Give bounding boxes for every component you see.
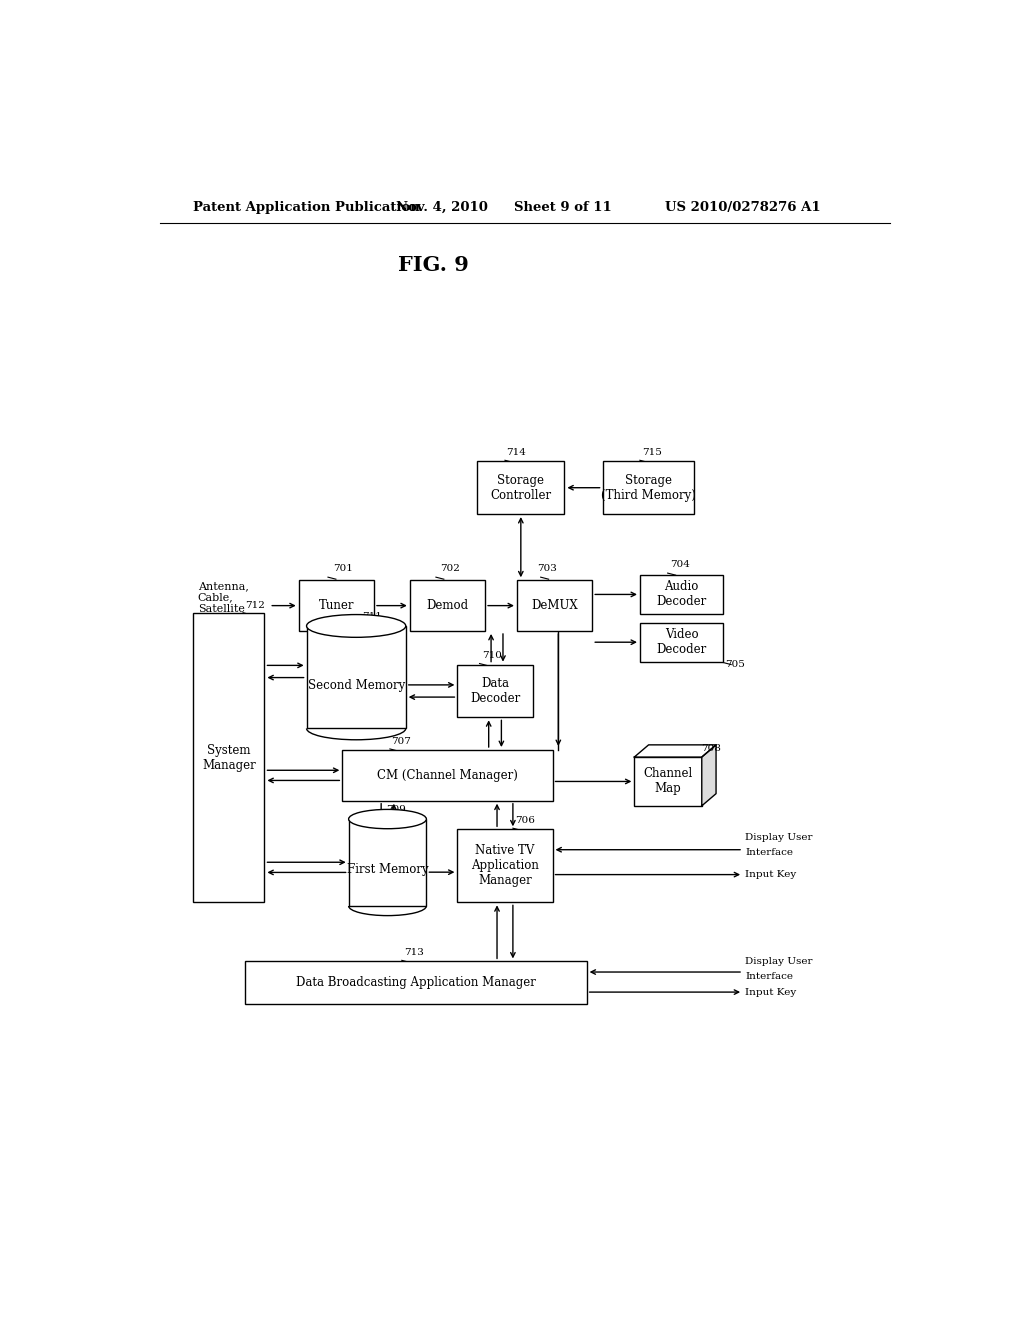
Text: 707: 707 [391,737,412,746]
Text: Data Broadcasting Application Manager: Data Broadcasting Application Manager [296,977,536,989]
Bar [634,758,701,805]
Text: Antenna,
Cable,
Satellite: Antenna, Cable, Satellite [198,581,249,614]
Bar [458,829,553,903]
Text: Interface: Interface [745,972,794,981]
Text: System
Manager: System Manager [202,743,256,772]
Text: Patent Application Publication: Patent Application Publication [194,201,420,214]
Text: First Memory: First Memory [347,863,428,875]
Bar [640,576,723,614]
Text: US 2010/0278276 A1: US 2010/0278276 A1 [666,201,821,214]
Text: Display User: Display User [745,957,813,966]
Text: Demod: Demod [426,599,469,612]
Text: 715: 715 [642,449,663,457]
Text: DeMUX: DeMUX [531,599,578,612]
Polygon shape [701,744,716,805]
Text: 706: 706 [515,816,536,825]
Bar [342,750,553,801]
Text: Sheet 9 of 11: Sheet 9 of 11 [514,201,611,214]
Polygon shape [634,744,716,758]
Text: Video
Decoder: Video Decoder [656,628,707,656]
Text: 704: 704 [670,560,690,569]
Text: 702: 702 [440,564,460,573]
Bar [640,623,723,661]
Text: Audio
Decoder: Audio Decoder [656,581,707,609]
Text: 703: 703 [538,564,557,573]
Text: Native TV
Application
Manager: Native TV Application Manager [471,845,539,887]
Bar [246,961,587,1005]
Text: Nov. 4, 2010: Nov. 4, 2010 [395,201,487,214]
Text: 714: 714 [507,449,526,457]
Text: 712: 712 [246,601,265,610]
Bar [477,461,564,515]
Text: 708: 708 [701,744,721,752]
Bar [517,581,592,631]
Bar [602,461,694,515]
Text: Second Memory: Second Memory [307,678,404,692]
Text: 701: 701 [333,564,352,573]
Text: Input Key: Input Key [745,870,797,879]
Text: Data
Decoder: Data Decoder [470,677,520,705]
Bar [194,612,264,903]
Text: CM (Channel Manager): CM (Channel Manager) [377,768,518,781]
Text: Channel
Map: Channel Map [643,767,692,796]
Bar [410,581,485,631]
Text: 713: 713 [404,948,424,957]
Text: Storage
Controller: Storage Controller [490,474,551,502]
Text: Input Key: Input Key [745,987,797,997]
Text: Tuner: Tuner [318,599,354,612]
Text: Display User: Display User [745,833,813,842]
Ellipse shape [306,615,406,638]
Text: 709: 709 [386,805,406,814]
Text: FIG. 9: FIG. 9 [398,255,469,275]
Ellipse shape [348,809,426,829]
Text: 710: 710 [482,652,502,660]
Bar [299,581,374,631]
Text: 711: 711 [362,612,382,620]
Bar [306,626,406,729]
Text: Storage
(Third Memory): Storage (Third Memory) [601,474,695,502]
Bar [458,664,532,718]
Bar [348,818,426,906]
Text: 705: 705 [725,660,744,669]
Text: Interface: Interface [745,849,794,857]
